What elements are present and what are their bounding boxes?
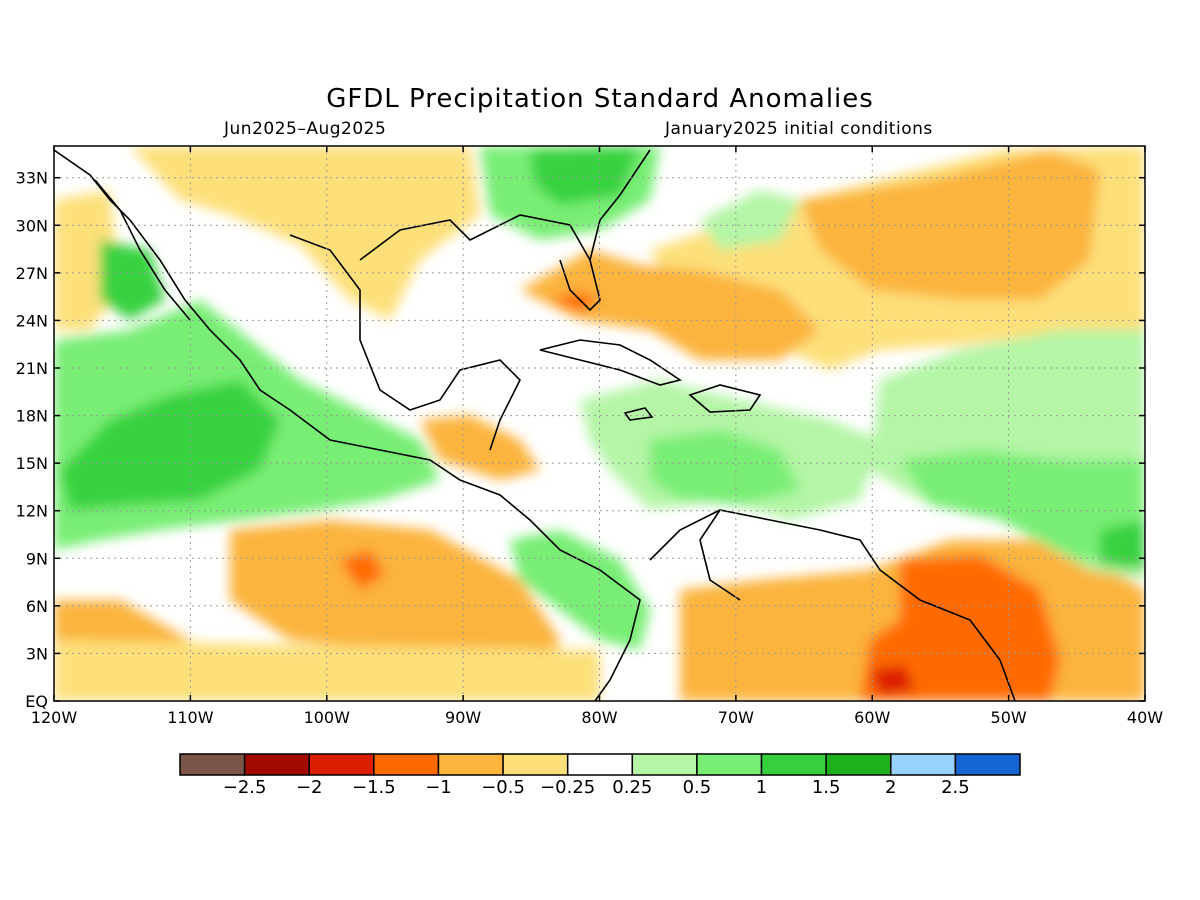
colorbar-swatch bbox=[502, 753, 569, 776]
coast-hispaniola bbox=[688, 384, 762, 413]
wet-area-georgia-core bbox=[530, 146, 640, 205]
colorbar-swatch bbox=[696, 753, 763, 776]
colorbar-swatch bbox=[825, 753, 892, 776]
colorbar-swatch bbox=[243, 753, 310, 776]
coast-gulf-of-mexico bbox=[289, 234, 521, 451]
coast-us-east bbox=[589, 149, 651, 261]
latitude-labels: EQ 3N 6N 9N 12N 15N 18N 21N 24N 27N 30N 33N bbox=[16, 169, 48, 711]
wet-area-central-america bbox=[510, 530, 650, 650]
lon-label: 110W bbox=[167, 708, 214, 727]
coast-south-america bbox=[649, 509, 1016, 701]
dry-area-pacific-east bbox=[230, 520, 560, 690]
colorbar-label: −0.5 bbox=[481, 777, 525, 798]
colorbar-label: −0.25 bbox=[540, 777, 595, 798]
lat-label: 21N bbox=[16, 359, 48, 378]
longitude-labels: 120W 110W 100W 90W 80W 70W 60W 50W 40W bbox=[31, 708, 1163, 727]
lat-label: 30N bbox=[16, 216, 48, 235]
colorbar-swatch bbox=[308, 753, 375, 776]
dry-area-pacific-south bbox=[54, 640, 600, 701]
colorbar-swatch bbox=[179, 753, 246, 776]
lat-label: 33N bbox=[16, 169, 48, 188]
axis-ticks bbox=[53, 146, 1146, 702]
colorbar-swatch bbox=[890, 753, 957, 776]
lat-label: 24N bbox=[16, 311, 48, 330]
lat-label: EQ bbox=[25, 692, 48, 711]
colorbar-labels: −2.5 −2 −1.5 −1 −0.5 −0.25 0.25 0.5 1 1.5 2 2.5 bbox=[223, 777, 970, 798]
colorbar-swatch bbox=[373, 753, 440, 776]
initial-conditions: January2025 initial conditions bbox=[665, 119, 933, 139]
lat-label: 9N bbox=[26, 549, 48, 568]
wet-area-eastern-pacific-core bbox=[60, 380, 280, 510]
wet-area-atlantic-eastern-core bbox=[1100, 520, 1145, 570]
colorbar-swatch bbox=[631, 753, 698, 776]
colorbar-swatch bbox=[954, 753, 1021, 776]
colorbar-label: −1 bbox=[425, 777, 452, 798]
colorbar-label: 2.5 bbox=[941, 777, 970, 798]
coast-venezuela-interior bbox=[699, 509, 741, 601]
colorbar-swatch bbox=[566, 753, 634, 776]
wet-area-gulf-of-california bbox=[100, 240, 165, 320]
lon-label: 60W bbox=[854, 708, 890, 727]
colorbar bbox=[179, 753, 1021, 776]
lon-label: 120W bbox=[31, 708, 78, 727]
colorbar-swatch bbox=[437, 753, 504, 776]
graticule bbox=[54, 146, 1145, 701]
colorbar-label: 0.25 bbox=[612, 777, 652, 798]
dry-area-pacific-core bbox=[340, 550, 385, 590]
lat-label: 15N bbox=[16, 454, 48, 473]
colorbar-label: −2.5 bbox=[223, 777, 267, 798]
colorbar-label: −1.5 bbox=[352, 777, 396, 798]
lon-label: 70W bbox=[718, 708, 754, 727]
dry-area-yucatan bbox=[420, 415, 540, 480]
wet-area-caribbean-core bbox=[650, 430, 800, 505]
coast-cuba bbox=[539, 339, 682, 386]
lat-label: 6N bbox=[26, 597, 48, 616]
dry-area-north-gulf bbox=[130, 146, 480, 320]
wet-area-atlantic-north bbox=[700, 190, 800, 250]
dry-area-guianas-core bbox=[870, 665, 915, 695]
forecast-period: Jun2025–Aug2025 bbox=[224, 119, 387, 139]
colorbar-label: −2 bbox=[296, 777, 323, 798]
lon-label: 100W bbox=[304, 708, 351, 727]
lon-label: 50W bbox=[991, 708, 1027, 727]
colorbar-label: 1.5 bbox=[812, 777, 841, 798]
map-title: GFDL Precipitation Standard Anomalies bbox=[326, 84, 874, 114]
coast-mexico-pacific bbox=[54, 149, 641, 701]
coast-jamaica bbox=[623, 407, 654, 421]
colorbar-label: 2 bbox=[885, 777, 896, 798]
colorbar-swatch bbox=[760, 753, 827, 776]
coast-baja bbox=[94, 179, 191, 321]
lat-label: 18N bbox=[16, 407, 48, 426]
lon-label: 90W bbox=[445, 708, 481, 727]
lat-label: 27N bbox=[16, 264, 48, 283]
colorbar-label: 0.5 bbox=[683, 777, 712, 798]
colorbar-label: 1 bbox=[756, 777, 767, 798]
lat-label: 12N bbox=[16, 502, 48, 521]
lat-label: 3N bbox=[26, 644, 48, 663]
lon-label: 40W bbox=[1127, 708, 1163, 727]
lon-label: 80W bbox=[581, 708, 617, 727]
wet-area-atlantic-tropical-core bbox=[900, 450, 1145, 560]
